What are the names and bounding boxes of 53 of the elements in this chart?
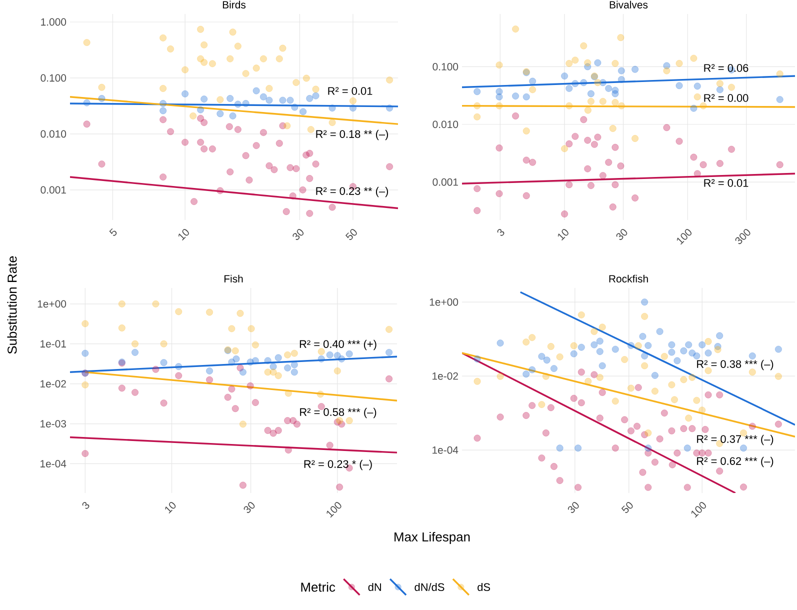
x-tick-label: 3	[497, 228, 504, 236]
y-tick-label: 1e-04	[40, 460, 66, 468]
annotation: R² = 0.06	[704, 64, 748, 72]
y-tick-label: 1e-01	[40, 340, 66, 348]
y-tick-label: 0.010	[40, 130, 66, 138]
y-tick-label: 1e+00	[38, 300, 66, 308]
y-tick-label: 1e-02	[432, 372, 458, 380]
x-tick-label: 30	[292, 229, 304, 240]
annotation: R² = 0.01	[704, 179, 748, 187]
annotation: R² = 0.38 *** (–)	[697, 360, 774, 370]
x-tick-label: 100	[676, 229, 692, 245]
x-axis-title: Max Lifespan	[394, 532, 470, 544]
x-tick-label: 30	[244, 502, 255, 514]
x-tick-label: 10	[165, 502, 176, 514]
chart-title: Rockfish	[609, 274, 648, 283]
y-tick-label: 0.100	[432, 63, 458, 70]
x-tick-label: 3	[82, 502, 90, 509]
x-tick-label: 300	[735, 229, 750, 244]
y-tick-label: 1e-02	[40, 380, 66, 388]
y-axis-title: Substitution Rate	[7, 256, 17, 354]
chart-title: Birds	[222, 0, 246, 8]
x-tick-label: 100	[326, 502, 342, 518]
chart-title: Bivalves	[610, 0, 648, 8]
y-tick-label: 0.100	[40, 74, 66, 82]
x-tick-label: 50	[621, 502, 633, 514]
x-tick-label: 30	[616, 229, 628, 240]
annotation: R² = 0.58 *** (–)	[300, 408, 376, 418]
y-tick-label: 0.010	[432, 120, 458, 128]
y-tick-label: 0.001	[432, 178, 458, 186]
annotation: R² = 0.01	[328, 87, 372, 95]
legend-label: dN/dS	[414, 582, 444, 592]
x-tick-label: 10	[558, 229, 568, 241]
y-tick-label: 1e-03	[40, 420, 66, 428]
y-tick-label: 1e-04	[432, 446, 458, 454]
annotation: R² = 0.62 *** (–)	[697, 456, 774, 468]
annotation: R² = 0.37 *** (–)	[697, 434, 774, 446]
x-tick-label: 50	[345, 229, 357, 240]
x-tick-label: 5	[109, 228, 117, 236]
annotation: R² = 0.23 * (–)	[304, 460, 372, 470]
annotation: R² = 0.18 ** (–)	[316, 130, 388, 140]
x-tick-label: 10	[178, 229, 189, 241]
legend-title: Metric	[301, 582, 336, 592]
x-tick-label: 30	[568, 502, 579, 514]
annotation: R² = 0.00	[704, 94, 748, 102]
y-tick-label: 1e+00	[430, 298, 458, 306]
annotation: R² = 0.23 ** (–)	[316, 186, 388, 198]
chart-title: Fish	[224, 274, 243, 283]
y-tick-label: 0.001	[40, 186, 66, 194]
annotation: R² = 0.40 *** (+)	[300, 340, 376, 350]
legend-label: dN	[368, 582, 381, 592]
legend-label: dS	[478, 582, 490, 592]
y-tick-label: 1.000	[41, 18, 66, 26]
x-tick-label: 100	[691, 502, 706, 518]
